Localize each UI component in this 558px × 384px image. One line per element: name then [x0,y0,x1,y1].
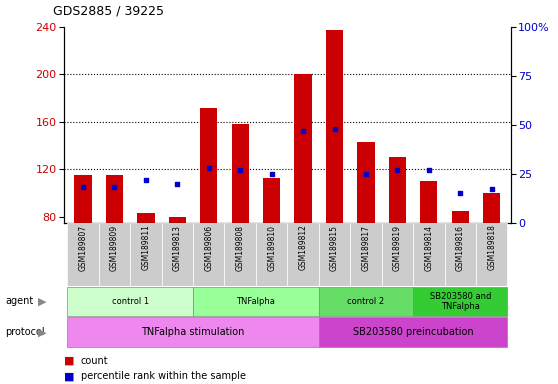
Point [330,126,339,132]
Bar [389,157,406,223]
Text: GSM189809: GSM189809 [110,225,119,271]
Bar [445,223,476,286]
Text: GSM189811: GSM189811 [141,225,151,270]
Bar [232,124,249,223]
Text: ■: ■ [64,356,75,366]
Bar [357,142,374,223]
Text: GDS2885 / 39225: GDS2885 / 39225 [53,4,164,17]
Text: percentile rank within the sample: percentile rank within the sample [81,371,246,381]
Point [487,186,496,192]
Text: count: count [81,356,109,366]
Text: GSM189810: GSM189810 [267,225,276,271]
Text: ▶: ▶ [38,296,46,306]
Point [204,165,213,171]
Point [393,167,402,173]
Text: GSM189818: GSM189818 [487,225,496,270]
Bar [68,223,99,286]
Bar [193,223,224,286]
Bar [99,223,130,286]
Bar [295,74,312,223]
Bar [476,223,507,286]
Bar [200,108,218,223]
Bar [68,287,193,316]
Bar [74,175,92,223]
Point [456,190,465,197]
Text: GSM189813: GSM189813 [173,225,182,271]
Bar [256,223,287,286]
Bar [413,223,445,286]
Text: agent: agent [6,296,34,306]
Text: SB203580 preincubation: SB203580 preincubation [353,327,473,337]
Text: GSM189807: GSM189807 [79,225,88,271]
Bar [326,30,343,223]
Bar [193,287,319,316]
Bar [483,193,501,223]
Point [173,180,182,187]
Bar [319,287,413,316]
Text: GSM189814: GSM189814 [424,225,434,271]
Bar [224,223,256,286]
Bar [106,175,123,223]
Text: TNFalpha: TNFalpha [237,297,275,306]
Text: control 2: control 2 [348,297,384,306]
Bar [263,178,280,223]
Bar [287,223,319,286]
Bar [350,223,382,286]
Text: protocol: protocol [6,327,45,337]
Text: GSM189815: GSM189815 [330,225,339,271]
Point [141,177,150,183]
Text: GSM189817: GSM189817 [362,225,371,271]
Text: GSM189812: GSM189812 [299,225,307,270]
Point [110,184,119,190]
Point [362,170,371,177]
Point [267,170,276,177]
Bar [413,287,507,316]
Point [79,184,88,190]
Bar [137,213,155,223]
Text: TNFalpha stimulation: TNFalpha stimulation [141,327,245,337]
Point [425,167,434,173]
Text: GSM189808: GSM189808 [235,225,245,271]
Text: GSM189819: GSM189819 [393,225,402,271]
Bar [162,223,193,286]
Text: control 1: control 1 [112,297,149,306]
Text: ▶: ▶ [38,327,46,337]
Text: SB203580 and
TNFalpha: SB203580 and TNFalpha [430,292,491,311]
Point [235,167,244,173]
Bar [130,223,162,286]
Bar [319,318,507,347]
Bar [382,223,413,286]
Bar [451,211,469,223]
Bar [319,223,350,286]
Bar [420,181,437,223]
Text: ■: ■ [64,371,75,381]
Text: GSM189816: GSM189816 [456,225,465,271]
Point [299,127,307,134]
Text: GSM189806: GSM189806 [204,225,213,271]
Bar [68,318,319,347]
Bar [169,217,186,223]
